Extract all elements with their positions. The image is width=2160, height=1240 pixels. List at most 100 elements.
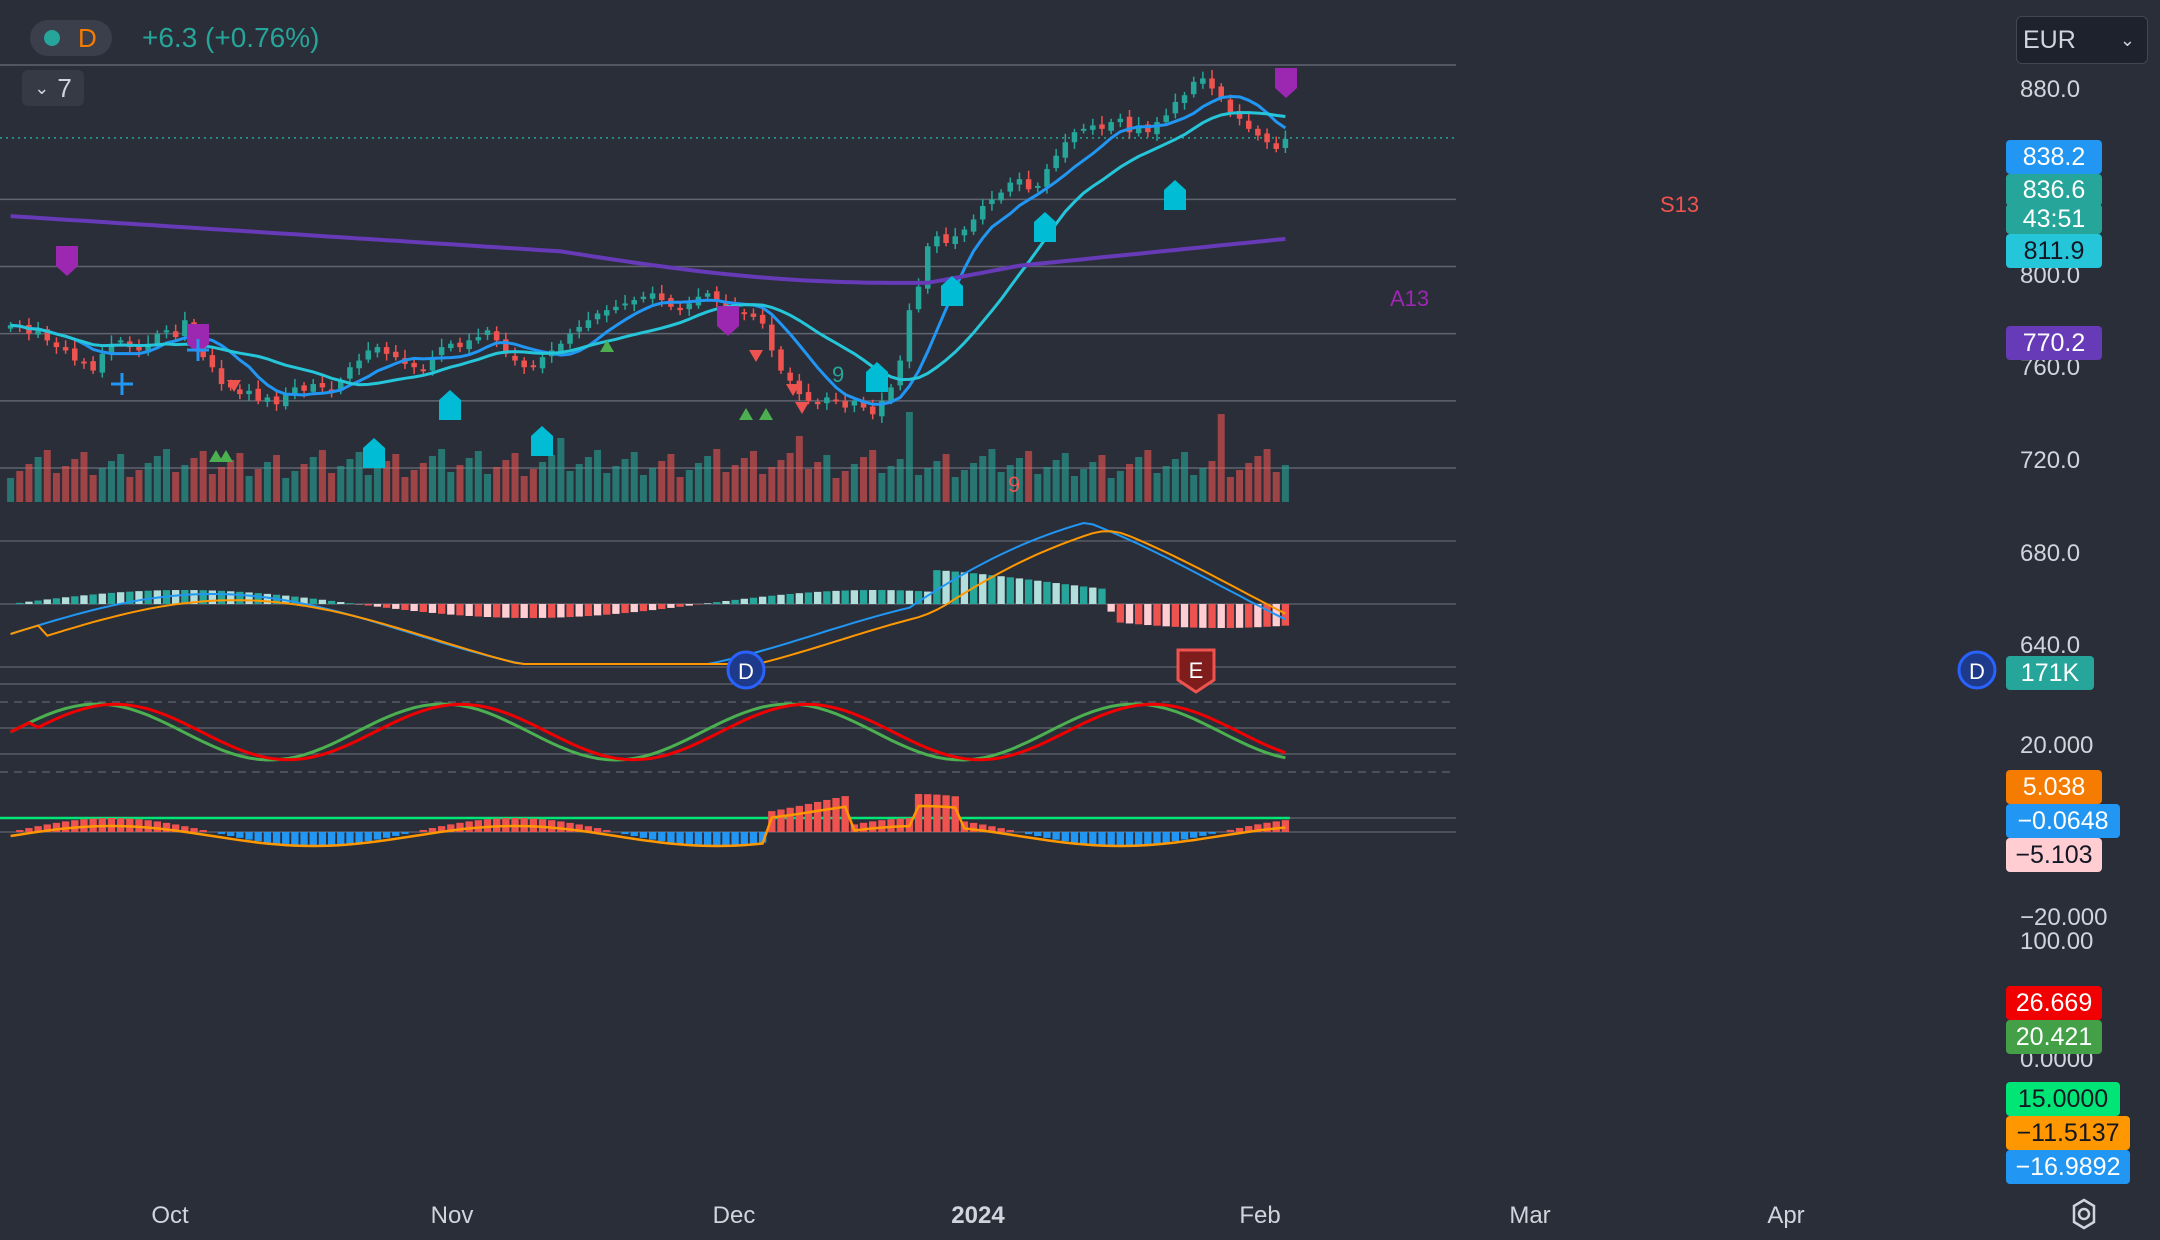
osc-histogram-bar [832,797,840,832]
currency-select[interactable]: EUR ⌄ [2016,16,2148,64]
candle-body [980,206,986,220]
osc-histogram-bar [437,826,446,832]
svg-text:E: E [1189,658,1204,683]
volume-bar [309,457,317,502]
up-triangle-icon [209,450,223,462]
indicators-collapse-button[interactable]: ⌄ 7 [22,70,84,106]
candle-body [1145,124,1151,133]
volume-bar [1135,457,1143,502]
volume-bar [7,478,15,502]
up-triangle-icon [600,340,614,352]
macd-histogram-bar [318,599,327,604]
osc-histogram-bar [979,824,987,832]
candle-body [686,303,693,310]
volume-bar [621,459,629,502]
macd-histogram-bar [373,604,382,607]
candle-body [512,355,518,361]
osc-histogram-bar [199,830,207,832]
osc-histogram-bar [1162,832,1170,843]
osc-histogram-bar [43,824,51,832]
volume-bar [1070,476,1078,502]
candle-body [796,380,803,395]
volume-bar [1190,475,1198,502]
dividend-marker[interactable]: D [1957,650,1997,690]
osc-histogram-bar [401,832,409,834]
macd-axis-label: 20.000 [2020,732,2094,759]
volume-bar [970,463,978,502]
volume-bar [263,462,271,502]
osc-histogram-bar [373,832,382,840]
osc-histogram-bar [364,832,372,842]
macd-histogram-bar [263,593,272,604]
volume-bar [823,455,831,502]
signal-markers[interactable] [56,68,1297,468]
macd-histogram-bar [658,604,666,610]
volume-bar [667,454,675,502]
volume-bar [153,456,161,502]
candle-body [301,385,307,391]
macd-histogram-bar [1015,578,1024,604]
osc-histogram-bar [786,807,794,832]
macd-histogram-bar [1135,604,1143,625]
candle-body [145,343,151,353]
candle-body [1025,179,1032,190]
symbol-status-badge[interactable]: D [30,20,112,56]
currency-value: EUR [2023,25,2076,54]
macd-histogram-bar [1199,604,1207,628]
candle-body [493,331,500,341]
up-triangle-icon [219,450,233,462]
osc-histogram-bar [538,819,547,832]
osc-histogram-bar [1125,832,1134,846]
macd-histogram-bar [548,604,556,618]
macd-histogram-bar [896,590,904,604]
candle-body [530,365,537,368]
candle-body [824,397,830,404]
candle-body [759,314,766,324]
volume-bar [841,471,849,502]
osc-histogram-bar [603,830,611,832]
osc-histogram-bar [630,832,638,836]
volume-bar [722,472,730,502]
macd-histogram-bar [648,604,657,611]
volume-bar [428,456,436,502]
macd-histogram-bar [1089,587,1097,604]
earnings-marker[interactable]: E [1176,648,1216,694]
settings-gear-icon[interactable] [2066,1196,2102,1232]
candle-body [264,397,271,402]
volume-bar [328,473,336,502]
dividend-marker[interactable]: D [726,650,766,690]
candle-body [503,339,509,354]
time-axis-label: Apr [1767,1202,1805,1229]
candle-body [1218,86,1224,99]
macd-histogram-bar [364,604,372,606]
candle-body [365,350,372,360]
osc-histogram-bar [52,822,61,832]
candle-body [833,399,839,402]
candle-body [1135,125,1142,134]
a13-label: A13 [1390,286,1429,311]
macd-histogram-bar [731,599,739,604]
indicator-count: 7 [57,72,72,103]
macd-histogram-bar [419,604,427,613]
candle-body [182,320,188,337]
macd-histogram-bar [795,593,803,604]
volume-bar [979,456,987,502]
buy-signal-icon [866,362,888,392]
macd-histogram-bar [1079,586,1088,604]
macd-histogram-bar [575,604,583,617]
osc-histogram-bar [1089,832,1097,845]
osc-histogram-bar [841,796,849,832]
osc-level-tag: 15.0000 [2006,1082,2120,1116]
volume-bar [465,458,473,502]
candlesticks[interactable] [7,70,1289,423]
volume-bar [227,460,235,502]
macd-histogram-bar [685,604,693,606]
macd-histogram-bar [850,590,859,604]
volume-bar [410,470,418,502]
macd-histogram-bar [410,604,418,612]
candle-body [1282,138,1289,148]
macd-histogram-bar [227,591,235,604]
volume-bar [887,466,895,502]
osc-histogram-bar [71,820,79,832]
